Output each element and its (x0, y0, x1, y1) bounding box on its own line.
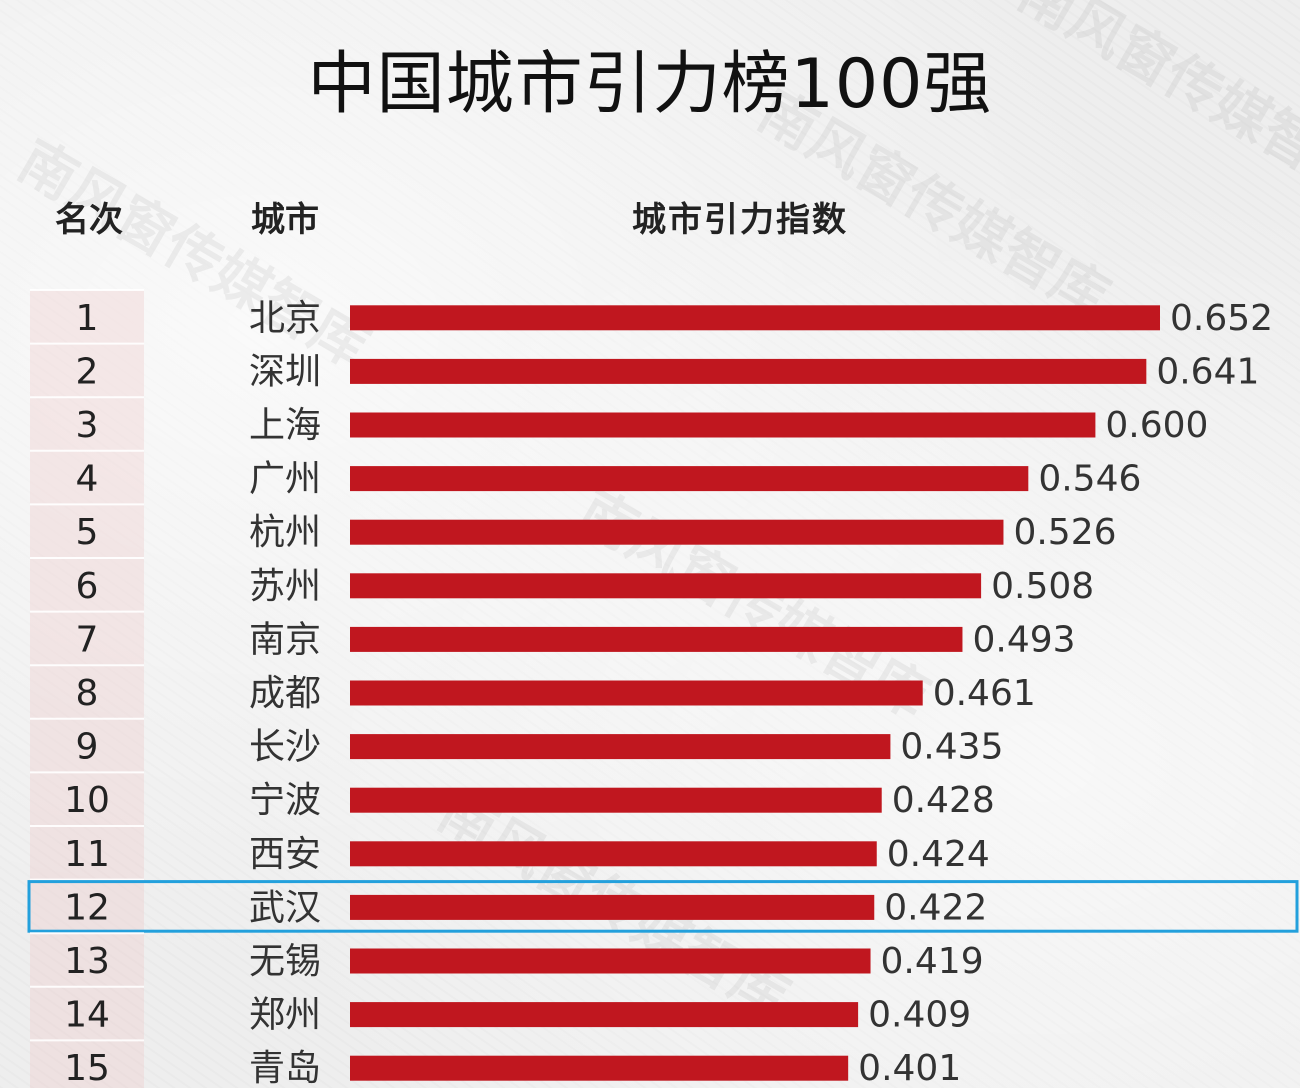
city-label: 北京 (249, 298, 321, 339)
rank-label: 13 (64, 941, 110, 982)
chart-row: 7 南京 0.493 (30, 610, 1076, 660)
bar (350, 358, 1147, 384)
rank-label: 12 (64, 887, 110, 928)
value-label: 0.461 (933, 673, 1036, 714)
header-index: 城市引力指数 (632, 200, 848, 240)
value-label: 0.422 (884, 887, 987, 928)
value-label: 0.424 (887, 834, 990, 875)
chart-row: 14 郑州 0.409 (30, 985, 971, 1036)
chart-row: 3 上海 0.600 (30, 396, 1208, 446)
chart-title: 中国城市引力榜100强 (307, 45, 993, 124)
city-label: 成都 (249, 673, 321, 714)
value-label: 0.493 (972, 619, 1075, 660)
value-label: 0.652 (1170, 298, 1273, 339)
chart-row: 9 长沙 0.435 (30, 717, 1003, 768)
city-label: 南京 (249, 619, 321, 660)
city-label: 武汉 (249, 887, 321, 928)
bar (350, 841, 877, 867)
value-label: 0.409 (868, 995, 971, 1036)
bar (350, 519, 1004, 545)
bar (350, 734, 891, 760)
value-label: 0.641 (1156, 351, 1259, 392)
rank-label: 3 (76, 405, 99, 446)
city-label: 无锡 (249, 941, 321, 982)
chart-row: 2 深圳 0.641 (30, 342, 1259, 392)
chart-row: 13 无锡 0.419 (30, 932, 984, 982)
rank-label: 4 (76, 459, 99, 500)
rank-label: 1 (76, 298, 99, 339)
city-label: 郑州 (249, 995, 321, 1036)
city-label: 上海 (249, 405, 321, 446)
city-label: 苏州 (249, 566, 321, 607)
header-rank: 名次 (55, 200, 123, 240)
value-label: 0.526 (1013, 512, 1116, 553)
bar (350, 787, 882, 813)
bar (350, 1055, 849, 1081)
city-label: 宁波 (249, 780, 321, 821)
value-label: 0.419 (881, 941, 984, 982)
bar (350, 305, 1160, 331)
rank-column-background (30, 290, 144, 1088)
city-label: 青岛 (249, 1048, 321, 1088)
chart-row: 11 西安 0.424 (30, 825, 990, 875)
chart-row: 4 广州 0.546 (30, 449, 1141, 500)
city-label: 西安 (249, 834, 321, 875)
chart-row: 12 武汉 0.422 (30, 878, 987, 928)
city-label: 长沙 (249, 727, 321, 768)
rank-label: 15 (64, 1048, 110, 1088)
rank-label: 8 (76, 673, 99, 714)
chart-row: 10 宁波 0.428 (30, 771, 995, 821)
bar (350, 1002, 859, 1028)
bar (350, 412, 1096, 438)
value-label: 0.600 (1105, 405, 1208, 446)
rank-label: 14 (64, 995, 110, 1036)
value-label: 0.435 (900, 727, 1003, 768)
value-label: 0.401 (858, 1048, 961, 1088)
value-label: 0.546 (1038, 459, 1141, 500)
bar (350, 948, 871, 974)
rank-label: 2 (76, 351, 99, 392)
value-label: 0.428 (892, 780, 995, 821)
bar (350, 626, 963, 652)
rank-label: 7 (76, 619, 99, 660)
rank-label: 6 (76, 566, 99, 607)
chart-row: 5 杭州 0.526 (30, 503, 1117, 553)
chart-row: 15 青岛 0.401 (30, 1039, 961, 1088)
chart-row: 1 北京 0.652 (30, 289, 1273, 339)
bar (350, 894, 875, 920)
rank-label: 10 (64, 780, 110, 821)
rank-label: 5 (76, 512, 99, 553)
chart-row: 8 成都 0.461 (30, 664, 1036, 714)
value-label: 0.508 (991, 566, 1094, 607)
chart-row: 6 苏州 0.508 (30, 557, 1094, 607)
rank-label: 9 (76, 727, 99, 768)
bar (350, 573, 982, 599)
bar (350, 680, 923, 706)
city-label: 杭州 (249, 512, 321, 553)
header-city: 城市 (251, 200, 319, 240)
highlight-box (27, 880, 1299, 933)
bar (350, 466, 1029, 492)
rank-label: 11 (64, 834, 110, 875)
city-label: 深圳 (249, 351, 321, 392)
city-label: 广州 (249, 459, 321, 500)
